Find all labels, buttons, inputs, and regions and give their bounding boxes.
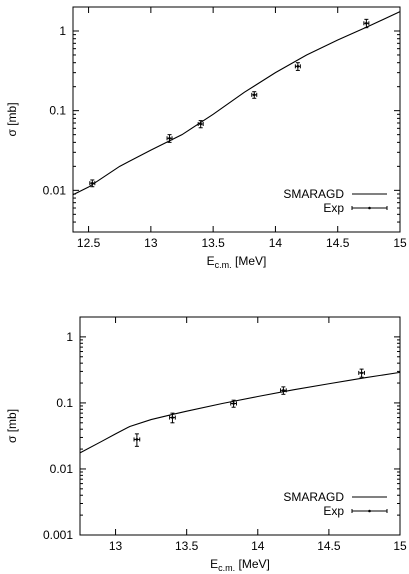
- x-tick-label: 12.5: [77, 236, 101, 250]
- y-tick-label: 0.001: [43, 528, 73, 542]
- x-axis-label: Ec.m. [MeV]: [207, 254, 267, 270]
- exp-point: [197, 120, 204, 129]
- y-axis-label: σ [mb]: [5, 102, 19, 136]
- x-tick-label: 13.5: [201, 236, 225, 250]
- exp-marker: [91, 181, 94, 185]
- exp-marker: [296, 65, 300, 68]
- x-tick-label: 14.5: [326, 236, 350, 250]
- x-tick-label: 14: [251, 539, 265, 553]
- legend-label-smaragd: SMARAGD: [283, 490, 344, 504]
- legend-label-smaragd: SMARAGD: [283, 187, 344, 201]
- x-tick-label: 15: [393, 236, 407, 250]
- exp-marker: [360, 371, 363, 375]
- exp-point: [230, 399, 237, 408]
- x-axis-label-unit: [MeV]: [232, 254, 267, 268]
- series-smaragd-line: [72, 11, 401, 196]
- x-axis-label-subscript: c.m.: [215, 260, 232, 270]
- plot-frame: [72, 6, 401, 233]
- exp-point: [166, 134, 173, 143]
- exp-marker: [365, 21, 368, 25]
- exp-marker: [171, 416, 174, 419]
- x-tick-label: 13.5: [175, 539, 199, 553]
- legend-label-exp: Exp: [323, 504, 344, 518]
- exp-point: [133, 433, 141, 447]
- exp-marker: [282, 389, 285, 392]
- y-tick-label: 0.1: [56, 396, 73, 410]
- legend-swatch-exp-marker: [368, 206, 371, 210]
- series-smaragd-line: [79, 371, 401, 454]
- x-tick-label: 13: [144, 236, 158, 250]
- x-tick-label: 13: [109, 539, 123, 553]
- y-tick-label: 0.01: [43, 183, 67, 197]
- x-axis-label: Ec.m. [MeV]: [210, 557, 270, 573]
- x-axis-label-subscript: c.m.: [218, 563, 235, 573]
- x-tick-label: 14: [269, 236, 283, 250]
- x-axis-label-base: E: [207, 254, 215, 268]
- exp-marker: [252, 93, 256, 97]
- exp-point: [251, 91, 258, 99]
- plot-frame: [79, 316, 401, 536]
- exp-point: [294, 62, 301, 71]
- exp-marker: [199, 122, 202, 126]
- legend-swatch-exp-marker: [368, 509, 371, 513]
- x-tick-label: 15: [393, 539, 407, 553]
- x-axis-label-unit: [MeV]: [235, 557, 270, 571]
- y-axis-label: σ [mb]: [5, 409, 19, 443]
- exp-point: [169, 412, 176, 424]
- y-tick-label: 0.01: [50, 462, 74, 476]
- exp-point: [358, 368, 365, 378]
- x-axis-label-base: E: [210, 557, 218, 571]
- exp-point: [280, 386, 287, 395]
- y-tick-label: 1: [66, 330, 73, 344]
- x-tick-label: 14.5: [317, 539, 341, 553]
- legend-label-exp: Exp: [323, 201, 344, 215]
- exp-point: [363, 18, 370, 29]
- exp-marker: [135, 438, 139, 441]
- exp-marker: [232, 402, 235, 405]
- y-tick-label: 1: [59, 24, 66, 38]
- exp-point: [89, 179, 96, 188]
- y-tick-label: 0.1: [49, 104, 66, 118]
- exp-marker: [168, 136, 171, 140]
